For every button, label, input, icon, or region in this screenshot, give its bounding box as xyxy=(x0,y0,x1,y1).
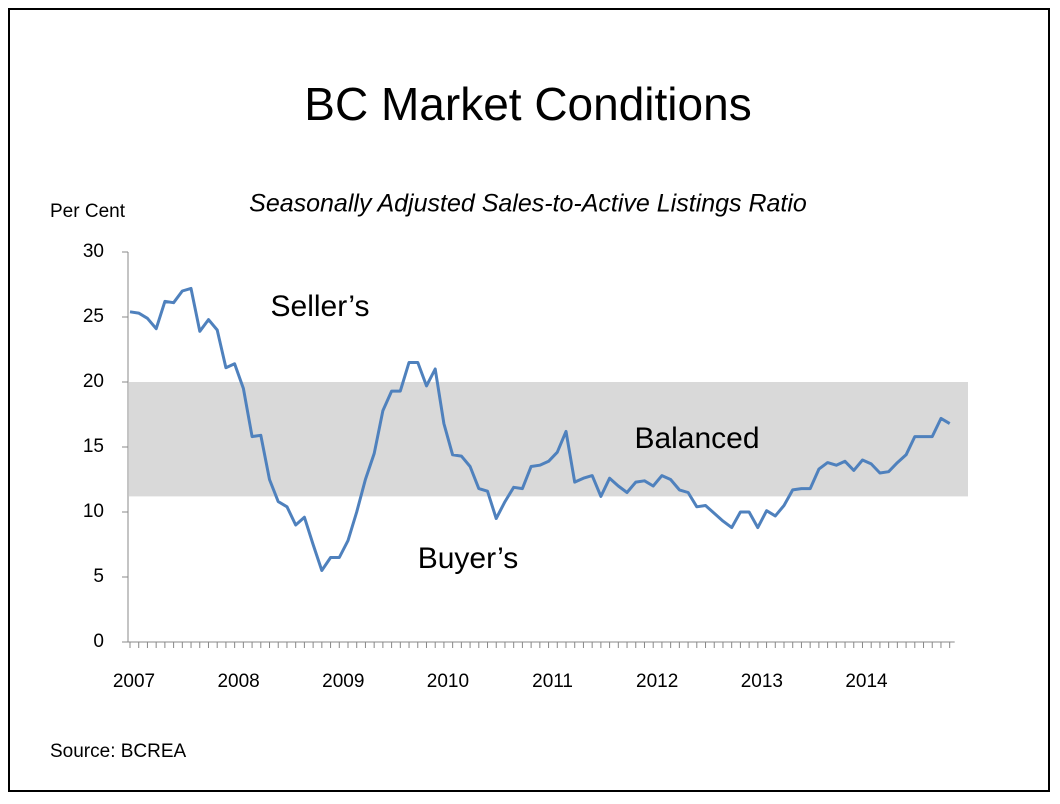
x-tick-label: 2008 xyxy=(217,671,259,692)
data-line xyxy=(129,286,951,572)
x-tick-label: 2011 xyxy=(532,671,573,692)
x-tick-label: 2013 xyxy=(741,671,783,692)
x-tick-label: 2007 xyxy=(113,671,155,692)
y-tick-label: 20 xyxy=(83,371,104,392)
y-tick-label: 25 xyxy=(83,306,104,327)
x-tick-label: 2010 xyxy=(427,671,469,692)
y-tick-label: 10 xyxy=(83,501,104,522)
annotation: Buyer’s xyxy=(418,542,519,575)
y-tick-label: 30 xyxy=(83,241,104,262)
chart-subtitle: Seasonally Adjusted Sales-to-Active List… xyxy=(249,190,807,218)
y-tick-label: 15 xyxy=(83,436,104,457)
x-tick-label: 2012 xyxy=(636,671,678,692)
x-tick-label: 2009 xyxy=(322,671,364,692)
y-tick-label: 0 xyxy=(93,631,104,652)
balanced-band xyxy=(129,382,968,497)
source: Source: BCREA xyxy=(50,741,187,762)
y-tick-label: 5 xyxy=(93,566,104,587)
y-axis-label: Per Cent xyxy=(50,201,126,222)
annotation: Seller’s xyxy=(271,290,370,323)
x-tick-label: 2014 xyxy=(845,671,888,692)
chart-title: BC Market Conditions xyxy=(304,78,751,130)
annotation: Balanced xyxy=(634,422,759,455)
